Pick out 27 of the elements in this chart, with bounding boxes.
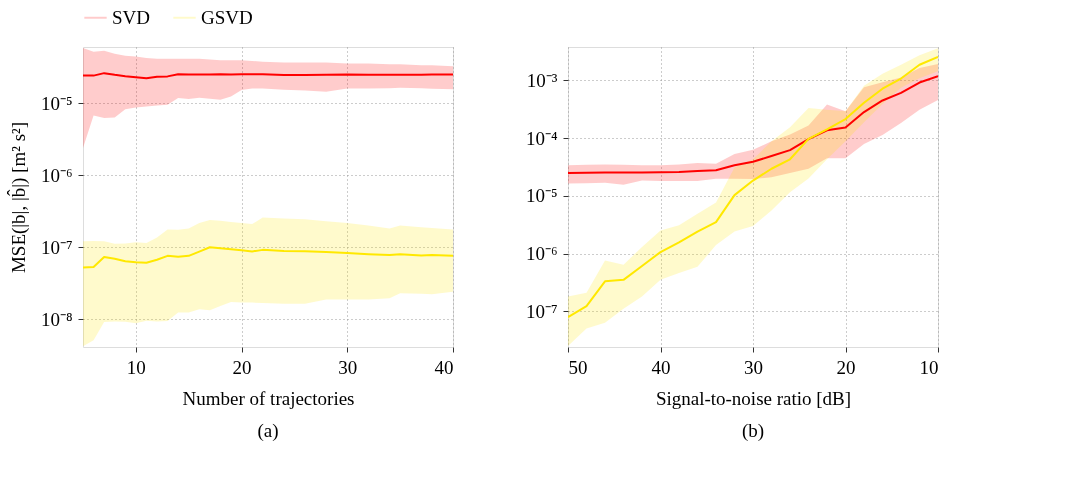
x-tick-label: 40 [434,356,454,378]
text: (a) [257,420,279,442]
x-tick-label: 10 [126,356,146,378]
y-tick-label: 10⁻⁸ [40,308,73,330]
y-tick-label: 10⁻⁵ [525,185,558,207]
y-tick-label: 10⁻⁵ [40,92,73,114]
x-axis-title: Signal-to-noise ratio [dB] [655,387,852,409]
y-axis-title: MSE(|b|, |b̂|) [m² s²] [7,121,30,274]
line-series [568,75,938,174]
x-axis-title: Number of trajectories [182,387,355,409]
x-tick-label: 50 [568,356,588,378]
y-tick-label: 10⁻⁷ [40,236,73,258]
y-tick-label: 10⁻⁶ [525,243,558,265]
x-tick-label: 20 [232,356,252,378]
x-tick-label: 10 [919,356,939,378]
legend-label: SVD [112,6,151,28]
y-tick-label: 10⁻⁴ [525,127,558,149]
x-tick-label: 30 [744,356,763,378]
line-series [83,246,453,269]
legend-label: GSVD [201,6,253,28]
text: (b) [741,420,765,442]
x-tick-label: 40 [651,356,671,378]
y-tick-label: 10⁻⁷ [525,300,558,322]
x-tick-label: 20 [836,356,856,378]
y-tick-label: 10⁻³ [526,69,558,91]
y-tick-label: 10⁻⁶ [40,164,73,186]
x-tick-label: 30 [338,356,358,378]
